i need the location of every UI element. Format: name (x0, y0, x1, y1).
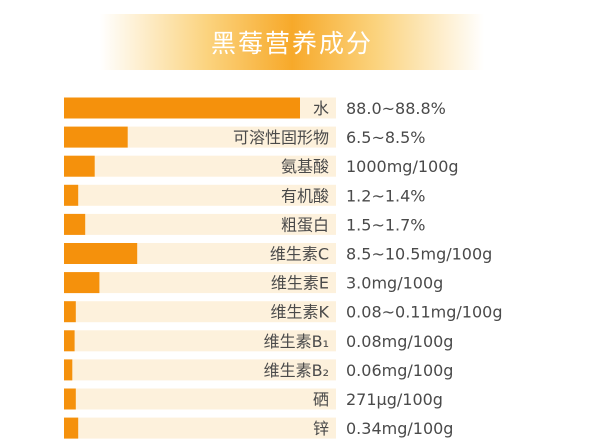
bar-row: 维生素K 0.08~0.11mg/100g (64, 301, 502, 323)
value-label: 1.2~1.4% (346, 186, 426, 205)
value-label: 0.34mg/100g (346, 419, 453, 438)
value-label: 8.5~10.5mg/100g (346, 245, 492, 264)
bar-track (64, 388, 336, 410)
bar-row: 可溶性固形物 6.5~8.5% (64, 126, 426, 148)
bar-track (64, 155, 336, 177)
bar (64, 184, 79, 206)
category-label: 氨基酸 (281, 157, 329, 176)
bar (64, 359, 73, 381)
value-label: 3.0mg/100g (346, 274, 443, 293)
value-label: 1.5~1.7% (346, 215, 426, 234)
category-label: 水 (313, 99, 329, 118)
bar (64, 388, 76, 410)
value-label: 271μg/100g (346, 390, 443, 409)
bar-row: 锌 0.34mg/100g (64, 417, 453, 439)
bar-row: 维生素C 8.5~10.5mg/100g (64, 243, 492, 264)
chart-title: 黑莓营养成分 (210, 29, 373, 58)
bar-row: 硒 271μg/100g (64, 388, 443, 410)
bar-track (64, 184, 336, 206)
title-banner: 黑莓营养成分 (100, 14, 484, 70)
category-label: 维生素C (270, 245, 329, 264)
value-label: 1000mg/100g (346, 157, 459, 176)
category-label: 锌 (313, 419, 329, 438)
bar (64, 330, 75, 352)
bar-track (64, 126, 336, 148)
bar-track (64, 359, 336, 381)
value-label: 0.08mg/100g (346, 332, 453, 351)
bar-row: 维生素B₂ 0.06mg/100g (64, 359, 453, 381)
value-label: 0.06mg/100g (346, 361, 453, 380)
bar-track (64, 301, 336, 323)
bar-row: 水 88.0~88.8% (64, 97, 446, 119)
category-label: 粗蛋白 (281, 215, 329, 234)
bar (64, 301, 76, 323)
category-label: 维生素B₁ (264, 332, 329, 351)
bar-track (64, 213, 336, 235)
bar-row: 氨基酸 1000mg/100g (64, 155, 459, 177)
bar (64, 272, 100, 294)
bar (64, 243, 138, 264)
bar-track (64, 272, 336, 294)
value-label: 0.08~0.11mg/100g (346, 303, 502, 322)
bar (64, 417, 79, 439)
bar-row: 粗蛋白 1.5~1.7% (64, 213, 426, 235)
bar-row: 维生素B₁ 0.08mg/100g (64, 330, 453, 352)
category-label: 可溶性固形物 (233, 128, 329, 147)
bar (64, 97, 300, 119)
category-label: 维生素B₂ (264, 361, 329, 380)
bar (64, 126, 128, 148)
category-label: 维生素K (271, 303, 330, 322)
value-label: 88.0~88.8% (346, 99, 446, 118)
bar-row: 维生素E 3.0mg/100g (64, 272, 443, 294)
bar-row: 有机酸 1.2~1.4% (64, 184, 426, 206)
bar (64, 155, 95, 177)
bar (64, 213, 86, 235)
category-label: 硒 (313, 390, 329, 409)
value-label: 6.5~8.5% (346, 128, 426, 147)
category-label: 有机酸 (281, 186, 329, 205)
category-label: 维生素E (271, 274, 329, 293)
bar-track (64, 330, 336, 352)
bar-track (64, 417, 336, 439)
